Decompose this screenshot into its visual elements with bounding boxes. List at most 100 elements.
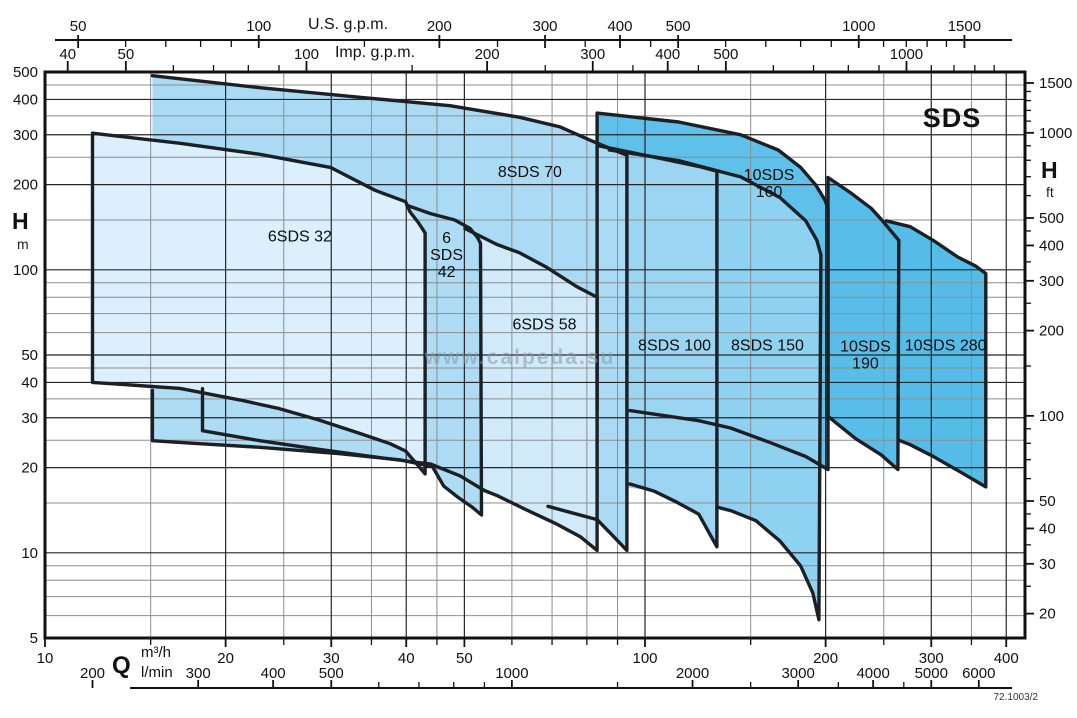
tick-label: 50 — [118, 46, 135, 63]
tick-label: 1500 — [948, 18, 981, 35]
tick-label: 200 — [475, 46, 500, 63]
flow-axis-symbol: Q — [112, 652, 131, 679]
envelope-outlines — [90, 74, 988, 622]
region-label: 6 — [442, 230, 451, 247]
tick-label: 100 — [246, 18, 271, 35]
envelope-outline-10sds-280 — [884, 219, 988, 489]
tick-label: 10 — [37, 650, 54, 667]
tick-label: 100 — [294, 46, 319, 63]
drawing-code: 72.1003/2 — [994, 692, 1039, 703]
tick-label: 30 — [21, 410, 38, 427]
tick-label: 30 — [1039, 556, 1056, 573]
tick-label: 10 — [21, 545, 38, 562]
region-label: 6SDS 32 — [268, 229, 332, 246]
region-label: 8SDS 100 — [638, 338, 711, 355]
tick-label: 5 — [30, 630, 38, 647]
tick-label: 500 — [319, 665, 344, 682]
tick-label: 40 — [59, 46, 76, 63]
region-label: 6SDS 58 — [512, 317, 576, 334]
tick-label: 300 — [919, 650, 944, 667]
tick-label: 4000 — [856, 665, 889, 682]
tick-label: 100 — [13, 262, 38, 279]
envelope-fill-10sds-280 — [886, 220, 986, 487]
tick-label: 500 — [13, 64, 38, 81]
head-axis-unit-left: m — [17, 236, 29, 252]
envelope-outline-6-sds-42 — [150, 203, 484, 517]
tick-label: 400 — [655, 46, 680, 63]
tick-label: 20 — [21, 460, 38, 477]
tick-label: 200 — [80, 665, 105, 682]
tick-label: 30 — [323, 650, 340, 667]
tick-label: 3000 — [781, 665, 814, 682]
tick-label: 400 — [1039, 237, 1064, 254]
region-label: SDS — [430, 247, 463, 264]
envelope-outline-6sds-58 — [200, 226, 599, 553]
us-gpm-axis-title: U.S. g.p.m. — [308, 16, 388, 33]
flow-unit-m3h: m³/h — [141, 644, 171, 661]
tick-label: 50 — [21, 347, 38, 364]
tick-label: 200 — [427, 18, 452, 35]
tick-label: 300 — [533, 18, 558, 35]
tick-label: 40 — [21, 374, 38, 391]
series-title: SDS — [923, 103, 982, 133]
region-label: 8SDS 70 — [498, 164, 562, 181]
watermark: www.calpeda.su — [424, 346, 616, 369]
head-axis-unit-right: ft — [1046, 184, 1054, 200]
flow-unit-lmin: l/min — [141, 664, 173, 681]
plot-grid — [45, 72, 1025, 638]
envelope-outline-10sds-190 — [826, 175, 901, 472]
tick-label: 2000 — [676, 665, 709, 682]
envelope-fill-10sds-190 — [828, 177, 899, 470]
region-label: 10SDS — [840, 339, 891, 356]
tick-label: 1000 — [495, 665, 528, 682]
tick-label: 5000 — [915, 665, 948, 682]
region-label: 8SDS 150 — [731, 338, 804, 355]
envelope-outline-8sds-150 — [607, 148, 823, 622]
head-axis-symbol-right: H — [1041, 157, 1058, 183]
region-label: 160 — [756, 184, 783, 201]
tick-label: 50 — [1039, 493, 1056, 510]
envelope-outline-8sds-100 — [597, 144, 719, 549]
region-label: 190 — [852, 356, 879, 373]
region-label: 42 — [438, 264, 456, 281]
tick-label: 1000 — [1039, 125, 1072, 142]
plot-frame — [43, 70, 1027, 640]
tick-label: 400 — [261, 665, 286, 682]
tick-label: 400 — [994, 650, 1019, 667]
tick-label: 500 — [713, 46, 738, 63]
tick-label: 50 — [456, 650, 473, 667]
head-axis-symbol-left: H — [12, 208, 29, 234]
envelope-outline-10sds-160 — [595, 111, 830, 472]
tick-label: 6000 — [962, 665, 995, 682]
tick-label: 200 — [813, 650, 838, 667]
tick-label: 50 — [70, 18, 87, 35]
tick-label: 500 — [1039, 210, 1064, 227]
imp-gpm-axis-title: Imp. g.p.m. — [335, 44, 415, 61]
envelope-fill-6sds-32 — [92, 133, 426, 474]
tick-label: 1000 — [890, 46, 923, 63]
tick-label: 100 — [1039, 408, 1064, 425]
tick-label: 400 — [13, 91, 38, 108]
tick-label: 1500 — [1039, 75, 1072, 92]
tick-label: 400 — [607, 18, 632, 35]
tick-label: 500 — [666, 18, 691, 35]
tick-label: 300 — [1039, 273, 1064, 290]
tick-label: 40 — [398, 650, 415, 667]
tick-label: 200 — [1039, 323, 1064, 340]
tick-label: 20 — [217, 650, 234, 667]
tick-label: 20 — [1039, 606, 1056, 623]
region-label: 10SDS 280 — [905, 338, 987, 355]
envelope-fill-8sds-100 — [599, 145, 717, 547]
tick-label: 300 — [13, 127, 38, 144]
envelope-outline-8sds-70 — [150, 74, 629, 553]
tick-label: 300 — [580, 46, 605, 63]
envelope-outline-6sds-32 — [90, 131, 427, 476]
tick-label: 200 — [13, 177, 38, 194]
tick-label: 100 — [632, 650, 657, 667]
tick-label: 1000 — [842, 18, 875, 35]
tick-label: 300 — [186, 665, 211, 682]
